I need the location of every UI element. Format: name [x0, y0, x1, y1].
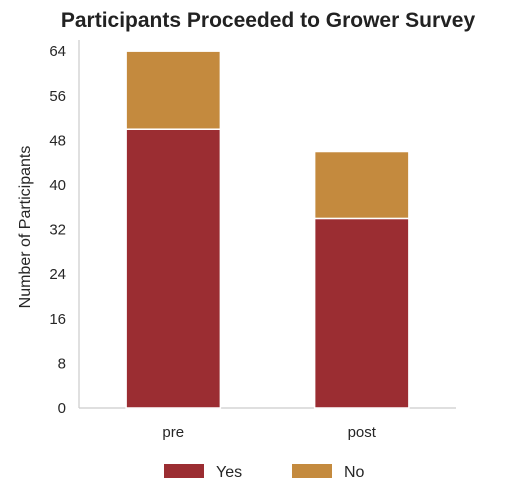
y-tick-label: 16	[49, 311, 66, 328]
bar-no-pre	[125, 50, 222, 130]
x-tick-label: pre	[162, 424, 184, 441]
y-tick-label: 56	[49, 88, 66, 105]
bar-no-post	[313, 150, 410, 220]
legend: Yes No	[164, 464, 365, 481]
legend-label-yes: Yes	[216, 464, 242, 481]
legend-swatch-yes	[164, 464, 204, 478]
y-tick-label: 40	[49, 177, 66, 194]
y-tick-label: 32	[49, 222, 66, 239]
bar-yes-post	[313, 217, 410, 409]
legend-label-no: No	[344, 464, 365, 481]
y-tick-label: 0	[58, 400, 66, 417]
y-tick-label: 64	[49, 43, 66, 60]
chart-title: Participants Proceeded to Grower Survey	[61, 9, 476, 32]
x-tick-label: post	[348, 424, 377, 441]
y-tick-label: 8	[58, 355, 66, 372]
y-tick-label: 48	[49, 132, 66, 149]
bar-yes-pre	[125, 128, 222, 409]
bars	[125, 50, 410, 409]
y-axis-label: Number of Participants	[17, 146, 34, 309]
y-tick-label: 24	[49, 266, 66, 283]
y-ticks: 0 8 16 24 32 40 48 56 64	[49, 43, 66, 417]
legend-swatch-no	[292, 464, 332, 478]
x-ticks: pre post	[162, 424, 376, 441]
